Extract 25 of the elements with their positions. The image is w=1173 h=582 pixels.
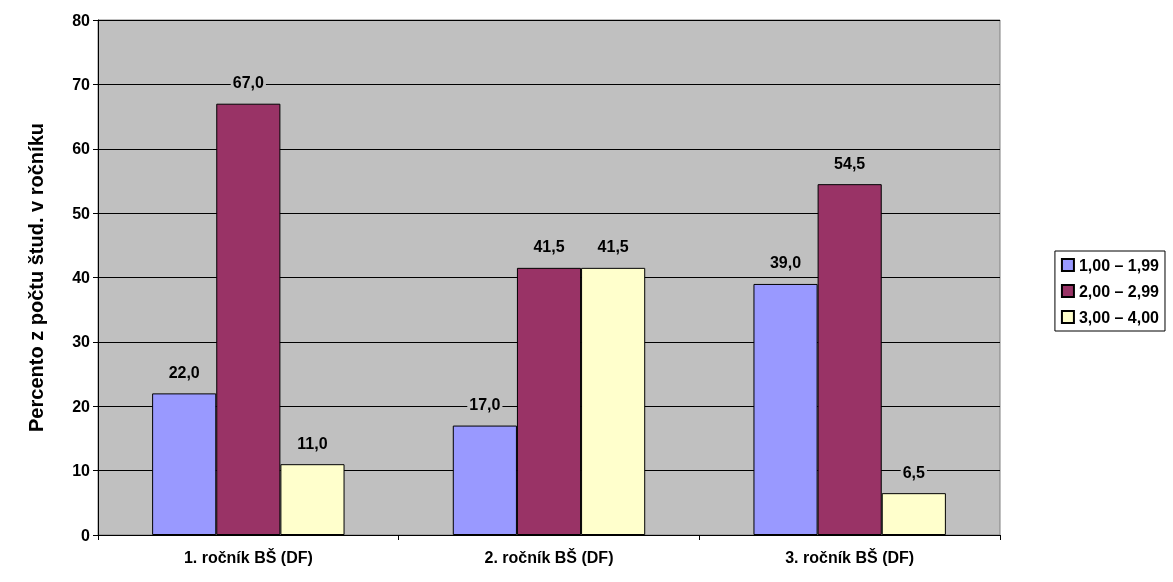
y-tick-label: 60	[72, 140, 91, 158]
data-label: 41,5	[533, 238, 565, 256]
y-axis-title: Percento z počtu štud. v ročníku	[25, 123, 47, 432]
data-label: 41,5	[597, 238, 629, 256]
data-label: 22,0	[168, 363, 200, 381]
legend-label: 1,00 – 1,99	[1078, 256, 1160, 274]
y-tick-label: 80	[72, 11, 91, 29]
data-label: 11,0	[297, 434, 328, 452]
y-tick-label: 70	[72, 75, 91, 93]
y-tick-label: 30	[72, 333, 91, 351]
x-tick-label: 3. ročník BŠ (DF)	[785, 547, 915, 566]
data-label: 17,0	[469, 396, 501, 414]
data-label: 6,5	[902, 463, 926, 481]
data-label: 67,0	[232, 74, 265, 92]
y-tick-label: 0	[81, 526, 91, 544]
x-tick-label: 1. ročník BŠ (DF)	[183, 547, 313, 566]
data-label: 39,0	[769, 254, 802, 272]
y-tick-label: 40	[72, 269, 91, 286]
legend-label: 3,00 – 4,00	[1078, 308, 1160, 326]
y-tick-label: 50	[72, 204, 91, 222]
data-label: 54,5	[834, 154, 866, 172]
y-tick-label: 20	[72, 397, 91, 415]
x-tick-label: 2. ročník BŠ (DF)	[484, 547, 614, 566]
y-tick-label: 10	[72, 462, 91, 480]
legend-label: 2,00 – 2,99	[1078, 282, 1160, 300]
